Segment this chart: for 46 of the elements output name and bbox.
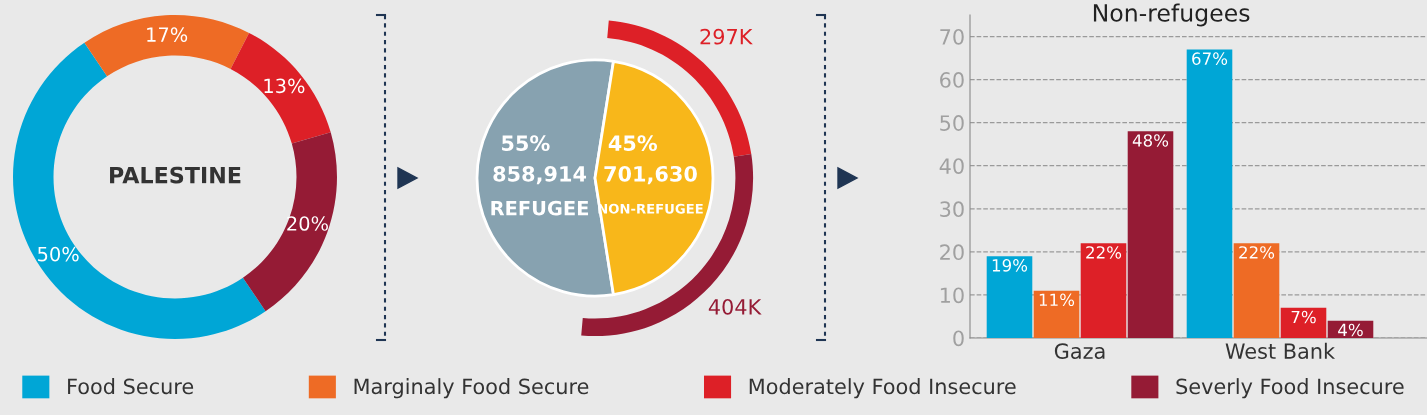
data-label: 22% [1086, 246, 1122, 259]
donut-slice [84, 15, 250, 77]
data-label: 20% [287, 216, 328, 231]
data-label: 55% [502, 135, 550, 151]
donut-slice [242, 132, 337, 312]
legend-label: Marginaly Food Secure [354, 378, 589, 399]
bar [1127, 131, 1174, 338]
data-label: 48% [1132, 134, 1169, 147]
y-tick-label: 70 [940, 28, 964, 45]
data-label: 17% [147, 27, 188, 42]
bar [1233, 243, 1280, 338]
text: 858,914 [493, 165, 587, 185]
bar [986, 256, 1033, 338]
slice-label: REFUGEE [491, 200, 589, 216]
data-label: 67% [1192, 52, 1228, 65]
data-label: 11% [1039, 293, 1075, 307]
bar [1280, 307, 1327, 338]
text: 701,630 [604, 165, 697, 185]
text: PALESTINE [110, 166, 241, 184]
y-tick-label: 50 [940, 115, 964, 131]
y-tick-label: 40 [939, 158, 964, 174]
bar [1033, 290, 1080, 338]
data-label: 297K [700, 28, 753, 45]
data-label: 404K [708, 298, 762, 315]
legend-label: Severly Food Insecure [1176, 378, 1404, 399]
chart-title: Non-refugees [1093, 3, 1250, 27]
data-label: 13% [264, 78, 305, 94]
y-tick-label: 20 [940, 244, 964, 261]
data-label: 19% [992, 259, 1028, 272]
x-tick-label: Gaza [1054, 343, 1105, 359]
y-tick-label: 0 [953, 330, 964, 347]
data-label: 4% [1338, 323, 1363, 337]
legend-label: Moderately Food Insecure [749, 378, 1016, 399]
x-tick-label: West Bank [1225, 342, 1336, 359]
y-tick-label: 60 [940, 72, 964, 88]
y-tick-label: 30 [940, 201, 964, 218]
bar [1186, 49, 1233, 338]
donut-slice [13, 42, 266, 339]
data-label: 45% [608, 135, 658, 151]
bar [1080, 243, 1127, 338]
donut-slice [230, 32, 331, 144]
data-label: 7% [1291, 310, 1316, 324]
y-tick-label: 10 [940, 287, 964, 304]
data-label: 22% [1239, 246, 1275, 259]
legend-label: Food Secure [68, 378, 194, 395]
data-label: 50% [38, 246, 79, 262]
